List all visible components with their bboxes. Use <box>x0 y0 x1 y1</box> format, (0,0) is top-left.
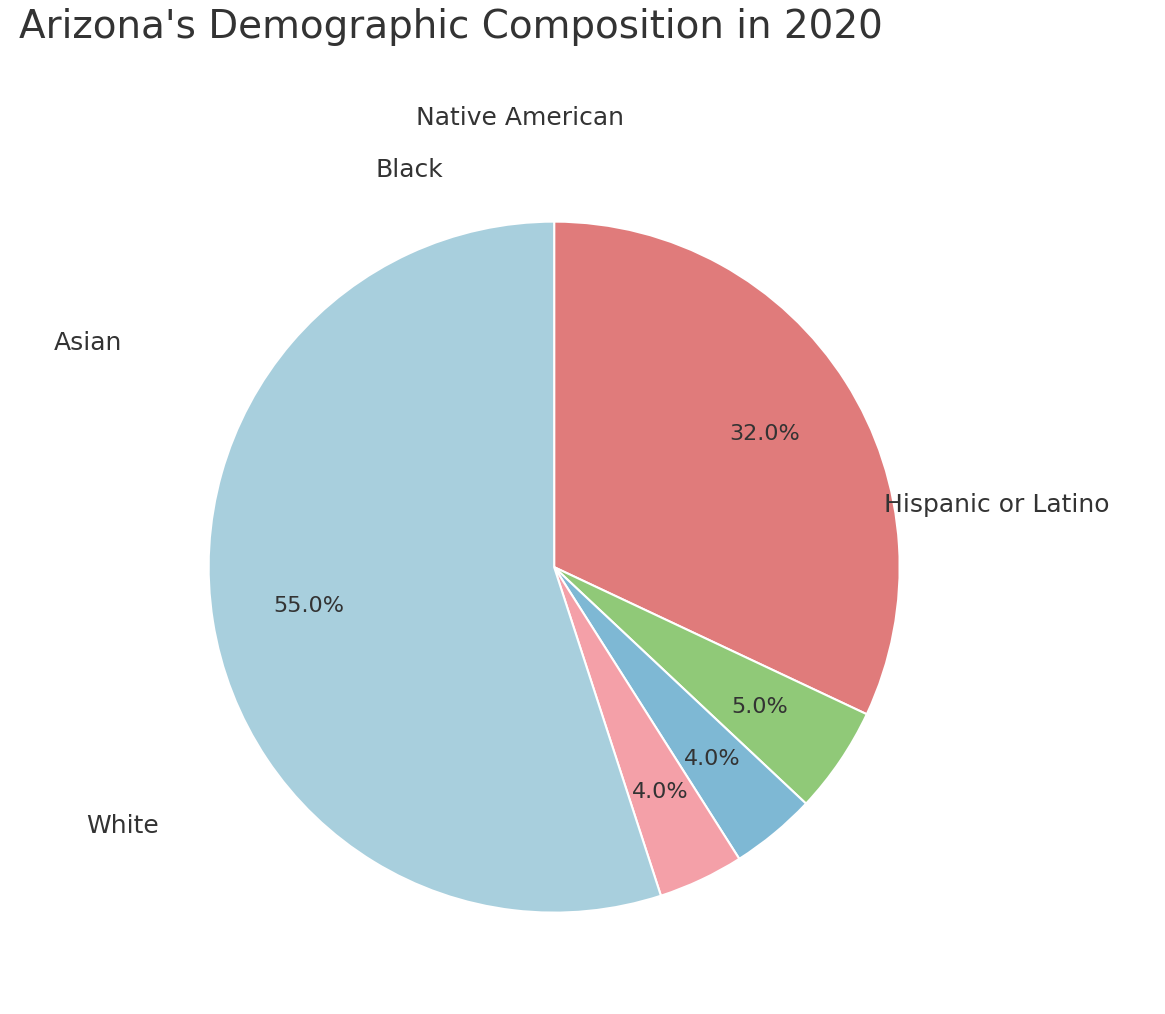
Text: Asian: Asian <box>54 331 122 355</box>
Text: White: White <box>86 814 158 839</box>
Text: Black: Black <box>375 158 443 182</box>
Wedge shape <box>555 567 740 895</box>
Text: 5.0%: 5.0% <box>732 697 789 717</box>
Text: 4.0%: 4.0% <box>631 782 689 802</box>
Text: 55.0%: 55.0% <box>273 596 344 617</box>
Wedge shape <box>555 567 867 804</box>
Text: 32.0%: 32.0% <box>729 424 799 444</box>
Text: Hispanic or Latino: Hispanic or Latino <box>883 493 1109 517</box>
Wedge shape <box>555 222 899 714</box>
Text: 4.0%: 4.0% <box>684 748 741 769</box>
Text: Native American: Native American <box>416 106 623 130</box>
Wedge shape <box>209 222 661 913</box>
Wedge shape <box>555 567 806 859</box>
Text: Arizona's Demographic Composition in 2020: Arizona's Demographic Composition in 202… <box>19 8 883 47</box>
